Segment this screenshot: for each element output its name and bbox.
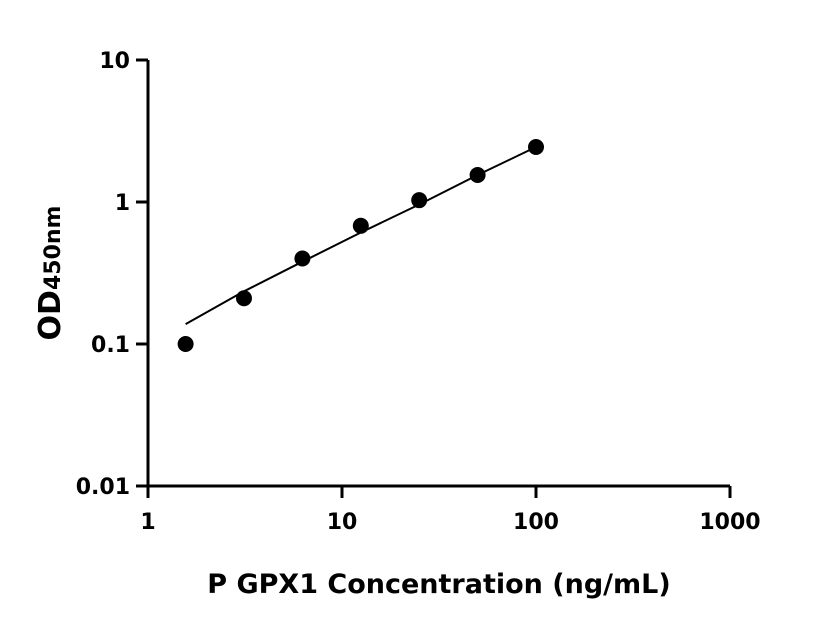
y-tick-label: 0.01 (76, 475, 130, 500)
data-point (469, 166, 486, 183)
data-point (528, 138, 544, 155)
x-tick-label: 1000 (699, 510, 760, 535)
data-point (236, 290, 253, 307)
data-point (177, 336, 194, 352)
y-axis-label: OD450nm (33, 206, 68, 341)
y-axis-label-subscript: 450nm (41, 206, 66, 291)
data-point (411, 192, 428, 209)
data-point (294, 250, 311, 267)
x-tick-label: 1 (140, 510, 155, 535)
y-tick-label: 10 (99, 49, 130, 74)
data-point (352, 217, 369, 234)
y-tick-label: 1 (115, 191, 130, 216)
x-tick-label: 100 (513, 510, 559, 535)
y-axis-label-main: OD (33, 290, 68, 340)
y-tick-label: 0.1 (91, 333, 130, 358)
x-tick-label: 10 (327, 510, 358, 535)
x-axis-label: P GPX1 Concentration (ng/mL) (207, 569, 670, 600)
